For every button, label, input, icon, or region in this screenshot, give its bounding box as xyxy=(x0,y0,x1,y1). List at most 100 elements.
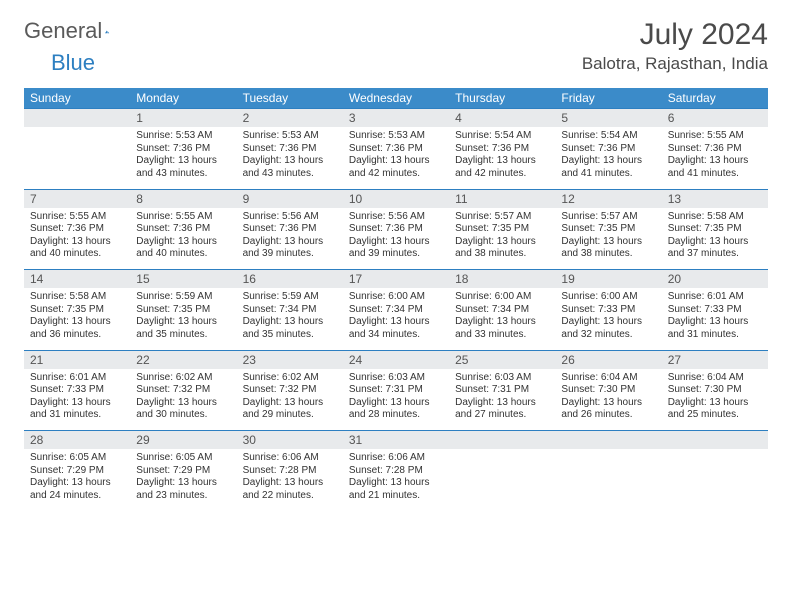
day-number xyxy=(24,109,130,128)
daylight-text: Daylight: 13 hours and 31 minutes. xyxy=(30,397,124,422)
day-number: 22 xyxy=(130,350,236,369)
day-number: 5 xyxy=(555,109,661,128)
sunrise-text: Sunrise: 6:00 AM xyxy=(561,291,655,304)
day-cell xyxy=(449,449,555,511)
sunrise-text: Sunrise: 5:56 AM xyxy=(243,211,337,224)
sunrise-text: Sunrise: 6:02 AM xyxy=(136,372,230,385)
day-number: 3 xyxy=(343,109,449,128)
sunrise-text: Sunrise: 6:02 AM xyxy=(243,372,337,385)
day-cell xyxy=(662,449,768,511)
day-cell: Sunrise: 6:05 AMSunset: 7:29 PMDaylight:… xyxy=(130,449,236,511)
day-cell: Sunrise: 5:53 AMSunset: 7:36 PMDaylight:… xyxy=(343,127,449,189)
day-number: 16 xyxy=(237,270,343,289)
day-cell: Sunrise: 6:04 AMSunset: 7:30 PMDaylight:… xyxy=(555,369,661,431)
sunrise-text: Sunrise: 5:59 AM xyxy=(243,291,337,304)
sunrise-text: Sunrise: 5:53 AM xyxy=(243,130,337,143)
dow-tuesday: Tuesday xyxy=(237,88,343,109)
daylight-text: Daylight: 13 hours and 35 minutes. xyxy=(136,316,230,341)
daylight-text: Daylight: 13 hours and 38 minutes. xyxy=(561,236,655,261)
sunset-text: Sunset: 7:36 PM xyxy=(30,223,124,236)
day-number: 6 xyxy=(662,109,768,128)
day-cell: Sunrise: 6:00 AMSunset: 7:34 PMDaylight:… xyxy=(449,288,555,350)
sunrise-text: Sunrise: 5:54 AM xyxy=(561,130,655,143)
day-number: 31 xyxy=(343,431,449,450)
sunrise-text: Sunrise: 6:00 AM xyxy=(455,291,549,304)
daylight-text: Daylight: 13 hours and 38 minutes. xyxy=(455,236,549,261)
daylight-text: Daylight: 13 hours and 43 minutes. xyxy=(136,155,230,180)
sunrise-text: Sunrise: 6:01 AM xyxy=(668,291,762,304)
day-number xyxy=(662,431,768,450)
day-number: 14 xyxy=(24,270,130,289)
day-number: 13 xyxy=(662,189,768,208)
daybody-row: Sunrise: 6:01 AMSunset: 7:33 PMDaylight:… xyxy=(24,369,768,431)
day-number: 9 xyxy=(237,189,343,208)
daylight-text: Daylight: 13 hours and 41 minutes. xyxy=(668,155,762,180)
day-number: 11 xyxy=(449,189,555,208)
day-cell: Sunrise: 5:59 AMSunset: 7:35 PMDaylight:… xyxy=(130,288,236,350)
sunset-text: Sunset: 7:36 PM xyxy=(136,223,230,236)
day-cell: Sunrise: 5:56 AMSunset: 7:36 PMDaylight:… xyxy=(237,208,343,270)
day-cell xyxy=(555,449,661,511)
sunrise-text: Sunrise: 5:53 AM xyxy=(136,130,230,143)
sunset-text: Sunset: 7:33 PM xyxy=(561,304,655,317)
dow-saturday: Saturday xyxy=(662,88,768,109)
sunset-text: Sunset: 7:30 PM xyxy=(561,384,655,397)
daybody-row: Sunrise: 5:55 AMSunset: 7:36 PMDaylight:… xyxy=(24,208,768,270)
dow-row: Sunday Monday Tuesday Wednesday Thursday… xyxy=(24,88,768,109)
daybody-row: Sunrise: 5:53 AMSunset: 7:36 PMDaylight:… xyxy=(24,127,768,189)
daylight-text: Daylight: 13 hours and 22 minutes. xyxy=(243,477,337,502)
day-number: 1 xyxy=(130,109,236,128)
day-cell: Sunrise: 5:55 AMSunset: 7:36 PMDaylight:… xyxy=(130,208,236,270)
day-cell: Sunrise: 6:02 AMSunset: 7:32 PMDaylight:… xyxy=(237,369,343,431)
title-block: July 2024 Balotra, Rajasthan, India xyxy=(582,18,768,74)
page-header: General July 2024 Balotra, Rajasthan, In… xyxy=(24,18,768,74)
day-number: 27 xyxy=(662,350,768,369)
day-number: 19 xyxy=(555,270,661,289)
daylight-text: Daylight: 13 hours and 28 minutes. xyxy=(349,397,443,422)
sunset-text: Sunset: 7:36 PM xyxy=(136,143,230,156)
sunrise-text: Sunrise: 6:01 AM xyxy=(30,372,124,385)
brand-word2: Blue xyxy=(51,50,95,76)
daylight-text: Daylight: 13 hours and 43 minutes. xyxy=(243,155,337,180)
sunset-text: Sunset: 7:29 PM xyxy=(30,465,124,478)
day-cell: Sunrise: 5:54 AMSunset: 7:36 PMDaylight:… xyxy=(449,127,555,189)
daylight-text: Daylight: 13 hours and 33 minutes. xyxy=(455,316,549,341)
sunrise-text: Sunrise: 5:57 AM xyxy=(455,211,549,224)
sunrise-text: Sunrise: 6:05 AM xyxy=(136,452,230,465)
sunrise-text: Sunrise: 6:04 AM xyxy=(668,372,762,385)
sunset-text: Sunset: 7:34 PM xyxy=(243,304,337,317)
sunset-text: Sunset: 7:32 PM xyxy=(243,384,337,397)
sunset-text: Sunset: 7:30 PM xyxy=(668,384,762,397)
sunrise-text: Sunrise: 5:55 AM xyxy=(30,211,124,224)
day-cell: Sunrise: 5:57 AMSunset: 7:35 PMDaylight:… xyxy=(555,208,661,270)
sunrise-text: Sunrise: 6:00 AM xyxy=(349,291,443,304)
sunset-text: Sunset: 7:28 PM xyxy=(349,465,443,478)
day-number: 18 xyxy=(449,270,555,289)
sunset-text: Sunset: 7:36 PM xyxy=(243,143,337,156)
calendar-table: Sunday Monday Tuesday Wednesday Thursday… xyxy=(24,88,768,511)
sunset-text: Sunset: 7:36 PM xyxy=(455,143,549,156)
day-number: 21 xyxy=(24,350,130,369)
day-cell: Sunrise: 6:00 AMSunset: 7:34 PMDaylight:… xyxy=(343,288,449,350)
sunrise-text: Sunrise: 5:54 AM xyxy=(455,130,549,143)
sunset-text: Sunset: 7:31 PM xyxy=(349,384,443,397)
day-number: 28 xyxy=(24,431,130,450)
daylight-text: Daylight: 13 hours and 24 minutes. xyxy=(30,477,124,502)
day-number: 20 xyxy=(662,270,768,289)
day-number: 7 xyxy=(24,189,130,208)
location-text: Balotra, Rajasthan, India xyxy=(582,54,768,74)
sunrise-text: Sunrise: 5:53 AM xyxy=(349,130,443,143)
day-number: 4 xyxy=(449,109,555,128)
sunset-text: Sunset: 7:36 PM xyxy=(349,143,443,156)
day-number: 2 xyxy=(237,109,343,128)
sunset-text: Sunset: 7:35 PM xyxy=(561,223,655,236)
day-cell: Sunrise: 6:06 AMSunset: 7:28 PMDaylight:… xyxy=(343,449,449,511)
sunrise-text: Sunrise: 6:06 AM xyxy=(349,452,443,465)
sunrise-text: Sunrise: 5:55 AM xyxy=(136,211,230,224)
daylight-text: Daylight: 13 hours and 36 minutes. xyxy=(30,316,124,341)
dow-wednesday: Wednesday xyxy=(343,88,449,109)
sunset-text: Sunset: 7:35 PM xyxy=(30,304,124,317)
daybody-row: Sunrise: 6:05 AMSunset: 7:29 PMDaylight:… xyxy=(24,449,768,511)
day-cell: Sunrise: 6:05 AMSunset: 7:29 PMDaylight:… xyxy=(24,449,130,511)
brand-word1: General xyxy=(24,18,102,44)
